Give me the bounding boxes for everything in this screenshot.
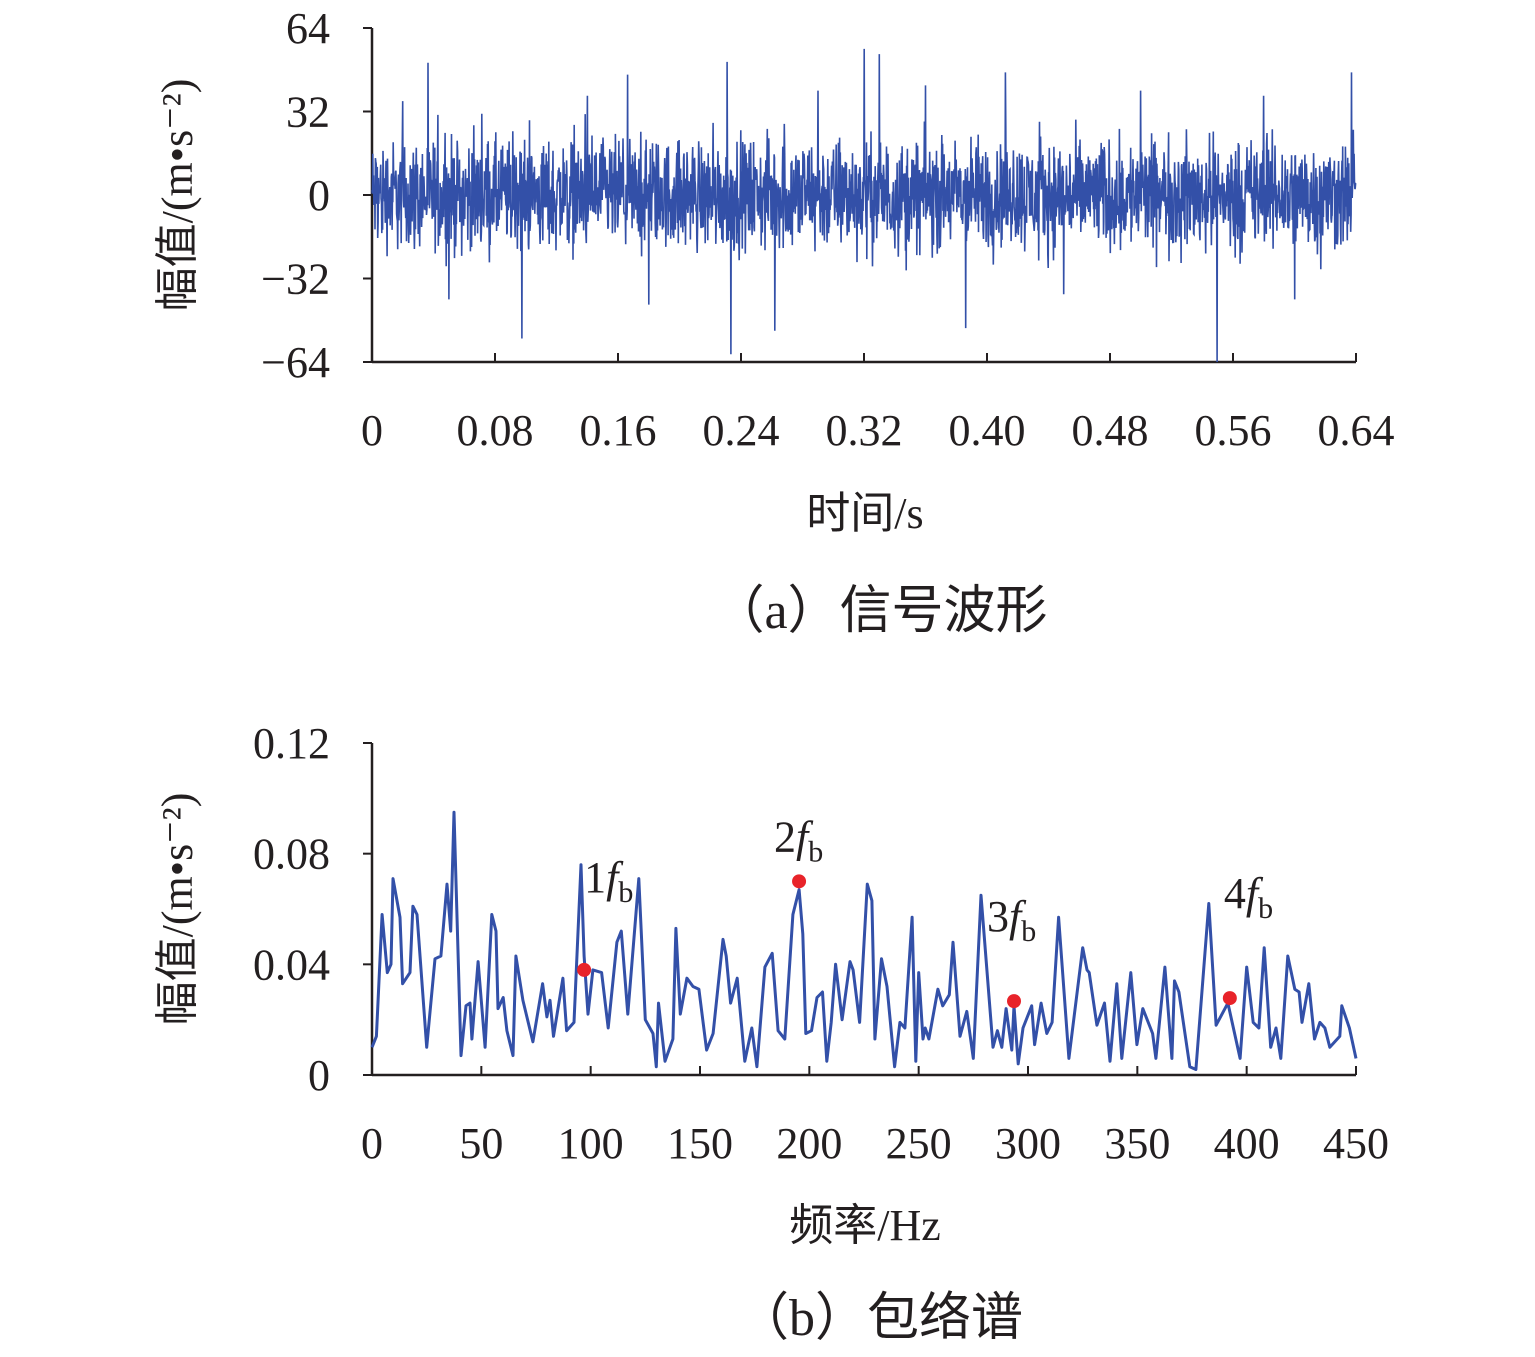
annotation-subscript: b	[808, 835, 823, 868]
y-axis-label: 幅值/(m•s⁻²)	[153, 79, 202, 312]
y-tick-label: 0	[308, 1051, 330, 1100]
fault-frequency-marker	[1007, 994, 1022, 1009]
x-tick-label: 100	[558, 1119, 624, 1168]
spectrum-series-line	[370, 810, 1358, 1071]
x-tick-label: 50	[459, 1119, 503, 1168]
annotation-number: 3	[987, 892, 1009, 941]
x-tick-label: 0	[361, 1119, 383, 1168]
annotation-number: 1	[584, 853, 606, 902]
x-tick-label: 0.32	[826, 406, 903, 455]
y-tick-label: 0	[308, 171, 330, 220]
chart-caption: （a）信号波形	[712, 583, 1047, 640]
x-tick-label: 200	[776, 1119, 842, 1168]
x-tick-label: 250	[886, 1119, 952, 1168]
y-tick-label: 0.08	[253, 830, 330, 879]
annotation-subscript: b	[618, 876, 633, 909]
x-tick-label: 0.24	[703, 406, 780, 455]
x-tick-label: 150	[667, 1119, 733, 1168]
x-axis-label: 频率/Hz	[789, 1201, 941, 1250]
y-tick-label: −32	[261, 255, 330, 304]
x-tick-label: 300	[995, 1119, 1061, 1168]
y-tick-label: 32	[286, 88, 330, 137]
x-tick-label: 400	[1214, 1119, 1280, 1168]
x-tick-label: 0.56	[1195, 406, 1272, 455]
annotation-subscript: b	[1258, 892, 1273, 925]
x-tick-label: 0	[361, 406, 383, 455]
y-tick-label: 0.04	[253, 940, 330, 989]
annotation-number: 2	[774, 812, 796, 861]
x-tick-label: 350	[1104, 1119, 1170, 1168]
y-tick-label: −64	[261, 338, 330, 387]
fault-frequency-annotation: 3fb	[987, 892, 1036, 948]
signal-series-line	[371, 48, 1357, 363]
x-tick-label: 0.40	[949, 406, 1026, 455]
fault-frequency-annotation: 1fb	[584, 853, 633, 909]
x-tick-label: 0.48	[1072, 406, 1149, 455]
fault-frequency-annotation: 4fb	[1224, 869, 1273, 925]
fault-frequency-annotation: 2fb	[774, 812, 823, 868]
x-tick-label: 450	[1323, 1119, 1389, 1168]
chart-caption: （b）包络谱	[737, 1290, 1023, 1347]
annotation-number: 4	[1224, 869, 1246, 918]
x-tick-label: 0.08	[457, 406, 534, 455]
fault-frequency-marker	[577, 962, 592, 977]
x-axis-label: 时间/s	[806, 489, 923, 538]
envelope-spectrum-chart: 0 50 100 150 200 250 300 350 400 450 0.12 0.08 0.04 0…	[153, 719, 1389, 1347]
fault-frequency-marker	[1222, 991, 1237, 1006]
fault-frequency-marker	[792, 874, 807, 889]
x-tick-label: 0.16	[580, 406, 657, 455]
signal-waveform-chart: 0 0.08 0.16 0.24 0.32 0.40 0.48 0.56 0.64 64 32 0 −3…	[153, 4, 1395, 640]
annotation-subscript: b	[1021, 915, 1036, 948]
y-tick-label: 64	[286, 4, 330, 53]
y-tick-label: 0.12	[253, 719, 330, 768]
y-axis-label: 幅值/(m•s⁻²)	[153, 793, 202, 1026]
x-tick-label: 0.64	[1318, 406, 1395, 455]
